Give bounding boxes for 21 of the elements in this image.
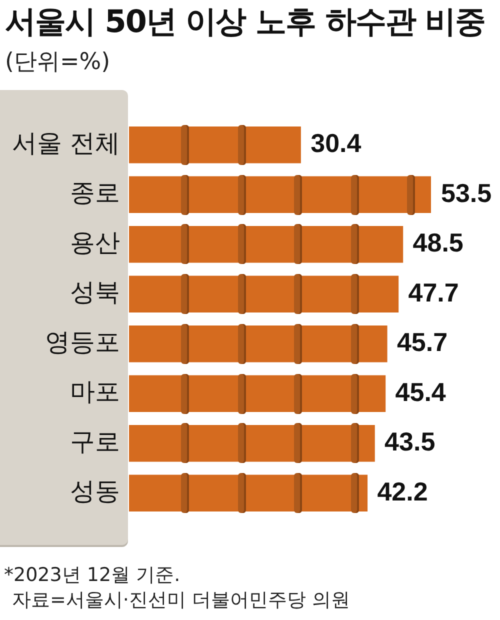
- bar: [129, 126, 301, 164]
- data-label: 42.2: [377, 476, 428, 506]
- y-tick-label: 구로: [70, 426, 120, 456]
- data-label: 43.5: [384, 426, 436, 457]
- y-tick-label: 마포: [70, 377, 120, 406]
- data-label: 47.7: [408, 277, 459, 308]
- y-tick-label: 성동: [70, 476, 120, 506]
- chart-title: 서울시 50년 이상 노후 하수관 비중: [5, 3, 486, 42]
- data-label: 30.4: [310, 128, 362, 158]
- text: *2023년 12월 기준.: [4, 563, 182, 588]
- y-tick-label: 서울 전체: [12, 128, 120, 158]
- y-tick-label: 성북: [70, 278, 120, 307]
- y-tick-label: 영등포: [45, 327, 120, 356]
- data-label: 48.5: [412, 228, 464, 258]
- y-tick-label: 용산: [70, 228, 120, 257]
- data-label: 53.5: [441, 178, 492, 208]
- chart-subtitle: (단위=%): [5, 48, 110, 77]
- y-tick-label: 종로: [70, 178, 120, 208]
- text: 자료=서울시·진선미 더불어민주당 의원: [11, 588, 350, 613]
- data-label: 45.4: [395, 376, 446, 407]
- data-label: 45.7: [396, 327, 448, 358]
